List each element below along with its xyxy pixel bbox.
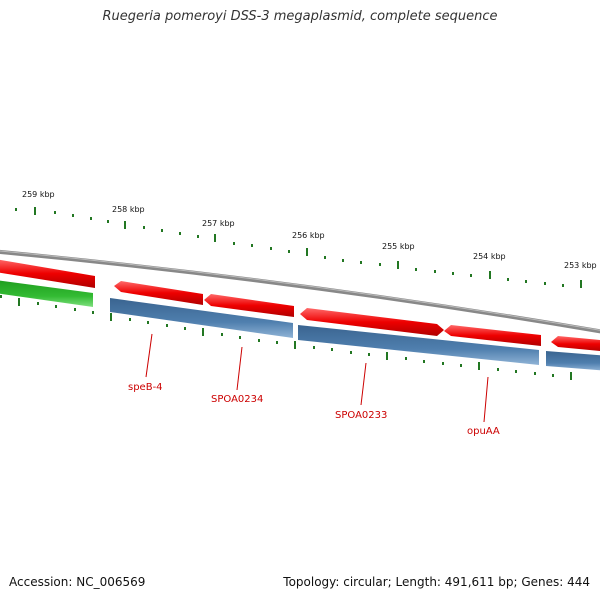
scale-label-257: 257 kbp	[202, 219, 235, 228]
outer-scale-ticks	[15, 207, 582, 288]
accession-text: Accession: NC_006569	[9, 575, 146, 589]
gene-label-opuAA: opuAA	[467, 426, 500, 437]
forward-cds-1	[0, 259, 95, 288]
scale-label-255: 255 kbp	[382, 242, 415, 251]
gene-labels: speB-4 SPOA0234 SPOA0233 opuAA	[128, 382, 500, 437]
inner-scale-ticks	[0, 295, 572, 380]
forward-cds-SPOA0234	[204, 294, 294, 317]
forward-cds-2	[551, 336, 600, 352]
backbone-arc	[0, 249, 600, 334]
scale-label-253: 253 kbp	[564, 261, 597, 270]
gene-label-SPOA0233: SPOA0233	[335, 410, 387, 421]
scale-label-254: 254 kbp	[473, 252, 506, 261]
reverse-strand-features	[110, 298, 600, 371]
map-title: Ruegeria pomeroyi DSS-3 megaplasmid, com…	[102, 9, 498, 24]
forward-cds-SPOA0233	[300, 308, 444, 336]
green-feature	[0, 280, 93, 307]
gene-label-SPOA0234: SPOA0234	[211, 394, 263, 405]
scale-label-258: 258 kbp	[112, 205, 145, 214]
topology-summary: Topology: circular; Length: 491,611 bp; …	[283, 575, 590, 589]
gene-label-speB-4: speB-4	[128, 382, 163, 393]
forward-cds-speB-4	[114, 281, 203, 305]
forward-cds-opuAA	[444, 325, 541, 346]
reverse-cds-3	[546, 351, 600, 371]
scale-labels: 259 kbp 258 kbp 257 kbp 256 kbp 255 kbp …	[22, 190, 597, 270]
scale-label-256: 256 kbp	[292, 231, 325, 240]
reverse-cds-2	[298, 325, 539, 365]
forward-strand-features	[0, 259, 600, 352]
gene-leader-lines	[145, 333, 489, 423]
reverse-cds-1	[110, 298, 293, 338]
scale-label-259: 259 kbp	[22, 190, 55, 199]
